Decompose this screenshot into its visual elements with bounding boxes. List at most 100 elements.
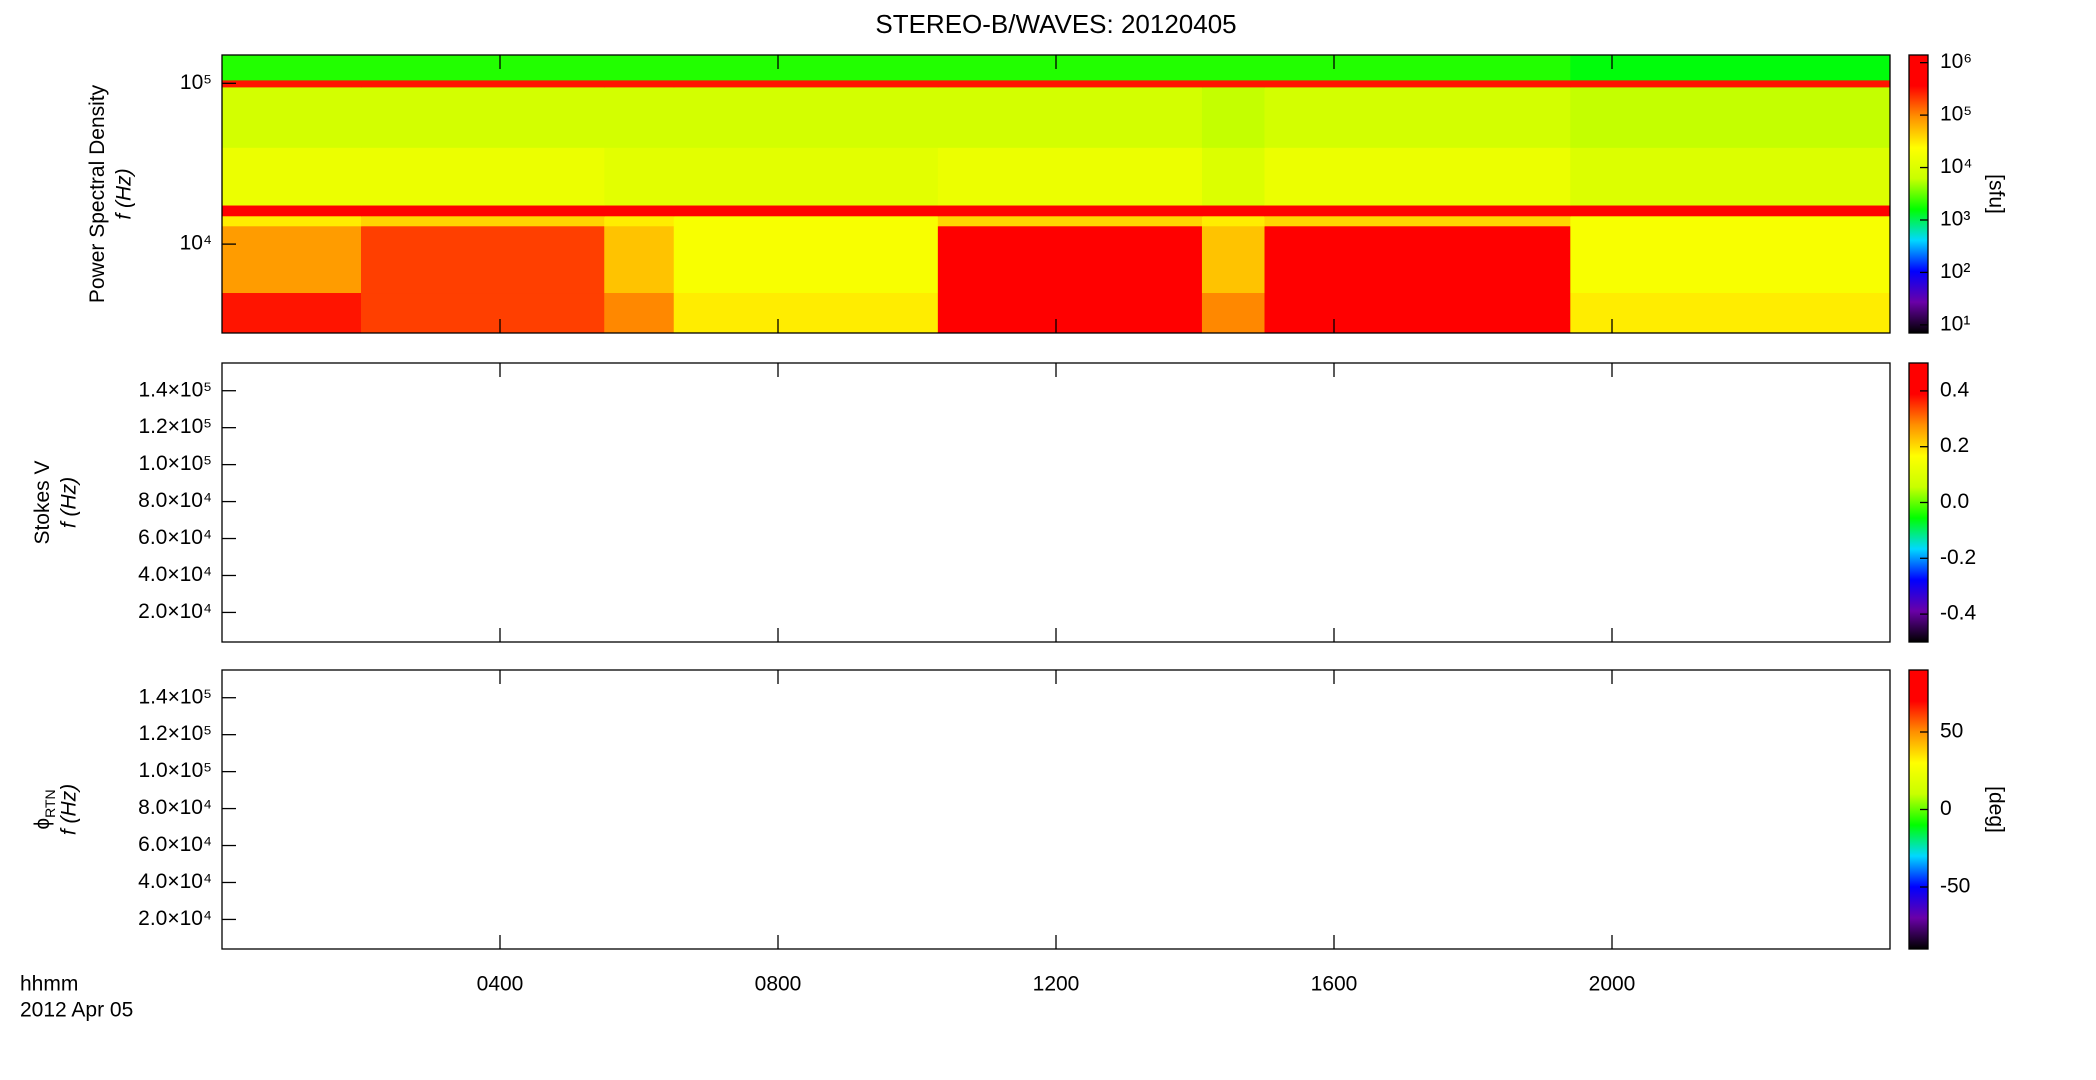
heatmap-cell xyxy=(361,79,605,88)
heatmap-cell xyxy=(1264,292,1571,334)
heatmap-cell xyxy=(604,215,675,227)
heatmap-cell xyxy=(673,86,939,148)
heatmap-cell xyxy=(1264,55,1571,81)
y-tick-label: 1.2×10⁵ xyxy=(138,415,212,438)
y-axis-label-sub: RTN xyxy=(42,789,58,818)
y-axis-label-text: Stokes V xyxy=(31,460,54,544)
x-tick-label: 2000 xyxy=(1589,973,1636,996)
heatmap-cell xyxy=(604,147,675,206)
heatmap-cell xyxy=(673,225,939,294)
heatmap-cell xyxy=(937,205,1203,217)
colorbar-tick-label: 50 xyxy=(1940,720,1963,743)
heatmap-cell xyxy=(1201,215,1265,227)
y-tick-label: 1.2×10⁵ xyxy=(138,722,212,745)
heatmap-cell xyxy=(937,55,1203,81)
heatmap-cell xyxy=(222,205,362,217)
heatmap-cell xyxy=(361,215,605,227)
heatmap-cell xyxy=(937,215,1203,227)
y-axis-unit: f (Hz) xyxy=(58,477,81,528)
heatmap-cell xyxy=(673,292,939,334)
y-axis-unit: f (Hz) xyxy=(113,168,136,219)
y-axis-label: ϕRTN xyxy=(31,789,58,829)
colorbar-tick-label: -50 xyxy=(1940,875,1970,898)
heatmap-cell xyxy=(1201,86,1265,148)
heatmap-cell xyxy=(1264,205,1571,217)
colorbar xyxy=(1909,55,1928,333)
heatmap-cell xyxy=(604,205,675,217)
colorbar-tick-label: -0.2 xyxy=(1940,546,1976,569)
y-tick-label: 1.0×10⁵ xyxy=(138,759,212,782)
heatmap-cell xyxy=(1201,55,1265,81)
heatmap-cell xyxy=(604,55,675,81)
colorbar-label: [deg] xyxy=(1984,786,2007,833)
heatmap-cell xyxy=(1570,205,1891,217)
heatmap-cell xyxy=(222,215,362,227)
heatmap-cell xyxy=(361,55,605,81)
colorbar-frame xyxy=(1908,54,1929,334)
heatmap-cell xyxy=(361,205,605,217)
y-tick-label: 2.0×10⁴ xyxy=(138,907,212,930)
colorbar-tick-label: -0.4 xyxy=(1940,602,1977,625)
heatmap-cell xyxy=(937,86,1203,148)
heatmap-cell xyxy=(222,147,362,206)
colorbar-tick-label: 10⁴ xyxy=(1940,155,1972,178)
heatmap-cell xyxy=(1264,86,1571,148)
heatmap-cell xyxy=(673,147,939,206)
heatmap-cell xyxy=(1201,225,1265,294)
heatmap-cell xyxy=(1264,225,1571,294)
colorbar-tick-label: 10¹ xyxy=(1940,312,1970,335)
colorbar-label: [sfu] xyxy=(1984,174,2007,214)
heatmap-cell xyxy=(937,292,1203,334)
y-tick-label: 6.0×10⁴ xyxy=(138,833,212,856)
heatmap-cell xyxy=(1201,147,1265,206)
y-tick-label: 6.0×10⁴ xyxy=(138,526,212,549)
colorbar-tick-label: 0 xyxy=(1940,797,1952,820)
y-tick-label: 1.4×10⁵ xyxy=(138,685,212,708)
y-tick-label: 10⁴ xyxy=(180,232,212,255)
heatmap-cell xyxy=(673,215,939,227)
heatmap-cell xyxy=(937,147,1203,206)
heatmap-cell xyxy=(1570,79,1891,88)
colorbar xyxy=(1909,363,1928,642)
heatmap-cell xyxy=(1201,79,1265,88)
heatmap-cell xyxy=(361,86,605,148)
y-axis-label: Power Spectral Density xyxy=(86,84,109,303)
heatmap-cell xyxy=(1201,292,1265,334)
heatmap-cell xyxy=(604,292,675,334)
colorbar-tick-label: 10³ xyxy=(1940,208,1970,231)
heatmap-cell xyxy=(1264,79,1571,88)
y-tick-label: 1.0×10⁵ xyxy=(138,452,212,475)
heatmap-cell xyxy=(222,225,362,294)
heatmap-cell xyxy=(222,55,362,81)
heatmap-cell xyxy=(1570,55,1891,81)
heatmap-cell xyxy=(361,147,605,206)
heatmap-cell xyxy=(1264,147,1571,206)
colorbar-tick-label: 10⁶ xyxy=(1940,50,1972,73)
chart-title: STEREO-B/WAVES: 20120405 xyxy=(875,9,1236,39)
heatmap-cell xyxy=(673,205,939,217)
y-axis-label-text: ϕ xyxy=(31,818,54,830)
y-tick-label: 8.0×10⁴ xyxy=(138,796,212,819)
heatmap-cell xyxy=(1570,147,1891,206)
heatmap-cell xyxy=(673,55,939,81)
y-axis-label-text: Power Spectral Density xyxy=(86,84,109,303)
colorbar-tick-label: 0.0 xyxy=(1940,490,1969,513)
heatmap-cell xyxy=(222,86,362,148)
x-tick-label: 0400 xyxy=(477,973,524,996)
colorbar-tick-label: 0.4 xyxy=(1940,378,1970,401)
heatmap-cell xyxy=(1570,215,1891,227)
y-tick-label: 10⁵ xyxy=(180,71,212,94)
y-axis-label: Stokes V xyxy=(31,460,54,544)
colorbar-tick-label: 0.2 xyxy=(1940,434,1969,457)
heatmap-cell xyxy=(1570,225,1891,294)
x-tick-label: 1600 xyxy=(1311,973,1358,996)
colorbar-tick-label: 10² xyxy=(1940,260,1970,283)
colorbar xyxy=(1909,670,1928,949)
heatmap-cell xyxy=(937,79,1203,88)
heatmap-cell xyxy=(361,225,605,294)
heatmap-cell xyxy=(1201,205,1265,217)
date-label: 2012 Apr 05 xyxy=(20,999,133,1022)
y-axis-unit: f (Hz) xyxy=(58,784,81,835)
plot-frame xyxy=(221,362,1891,643)
